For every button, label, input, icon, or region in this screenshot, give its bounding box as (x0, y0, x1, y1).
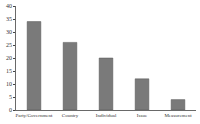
svg-text:25: 25 (6, 42, 12, 48)
svg-text:35: 35 (6, 16, 12, 22)
svg-text:0: 0 (9, 107, 12, 113)
svg-text:30: 30 (6, 29, 12, 35)
svg-text:Country: Country (62, 113, 79, 118)
svg-text:Issue: Issue (137, 113, 148, 118)
svg-text:Measurement: Measurement (164, 113, 192, 118)
svg-text:40: 40 (6, 3, 12, 9)
svg-text:5: 5 (9, 94, 12, 100)
svg-text:Party/Government: Party/Government (16, 113, 54, 118)
svg-text:Individual: Individual (96, 113, 117, 118)
svg-text:20: 20 (6, 55, 12, 61)
svg-text:15: 15 (6, 68, 12, 74)
svg-text:10: 10 (6, 81, 12, 87)
